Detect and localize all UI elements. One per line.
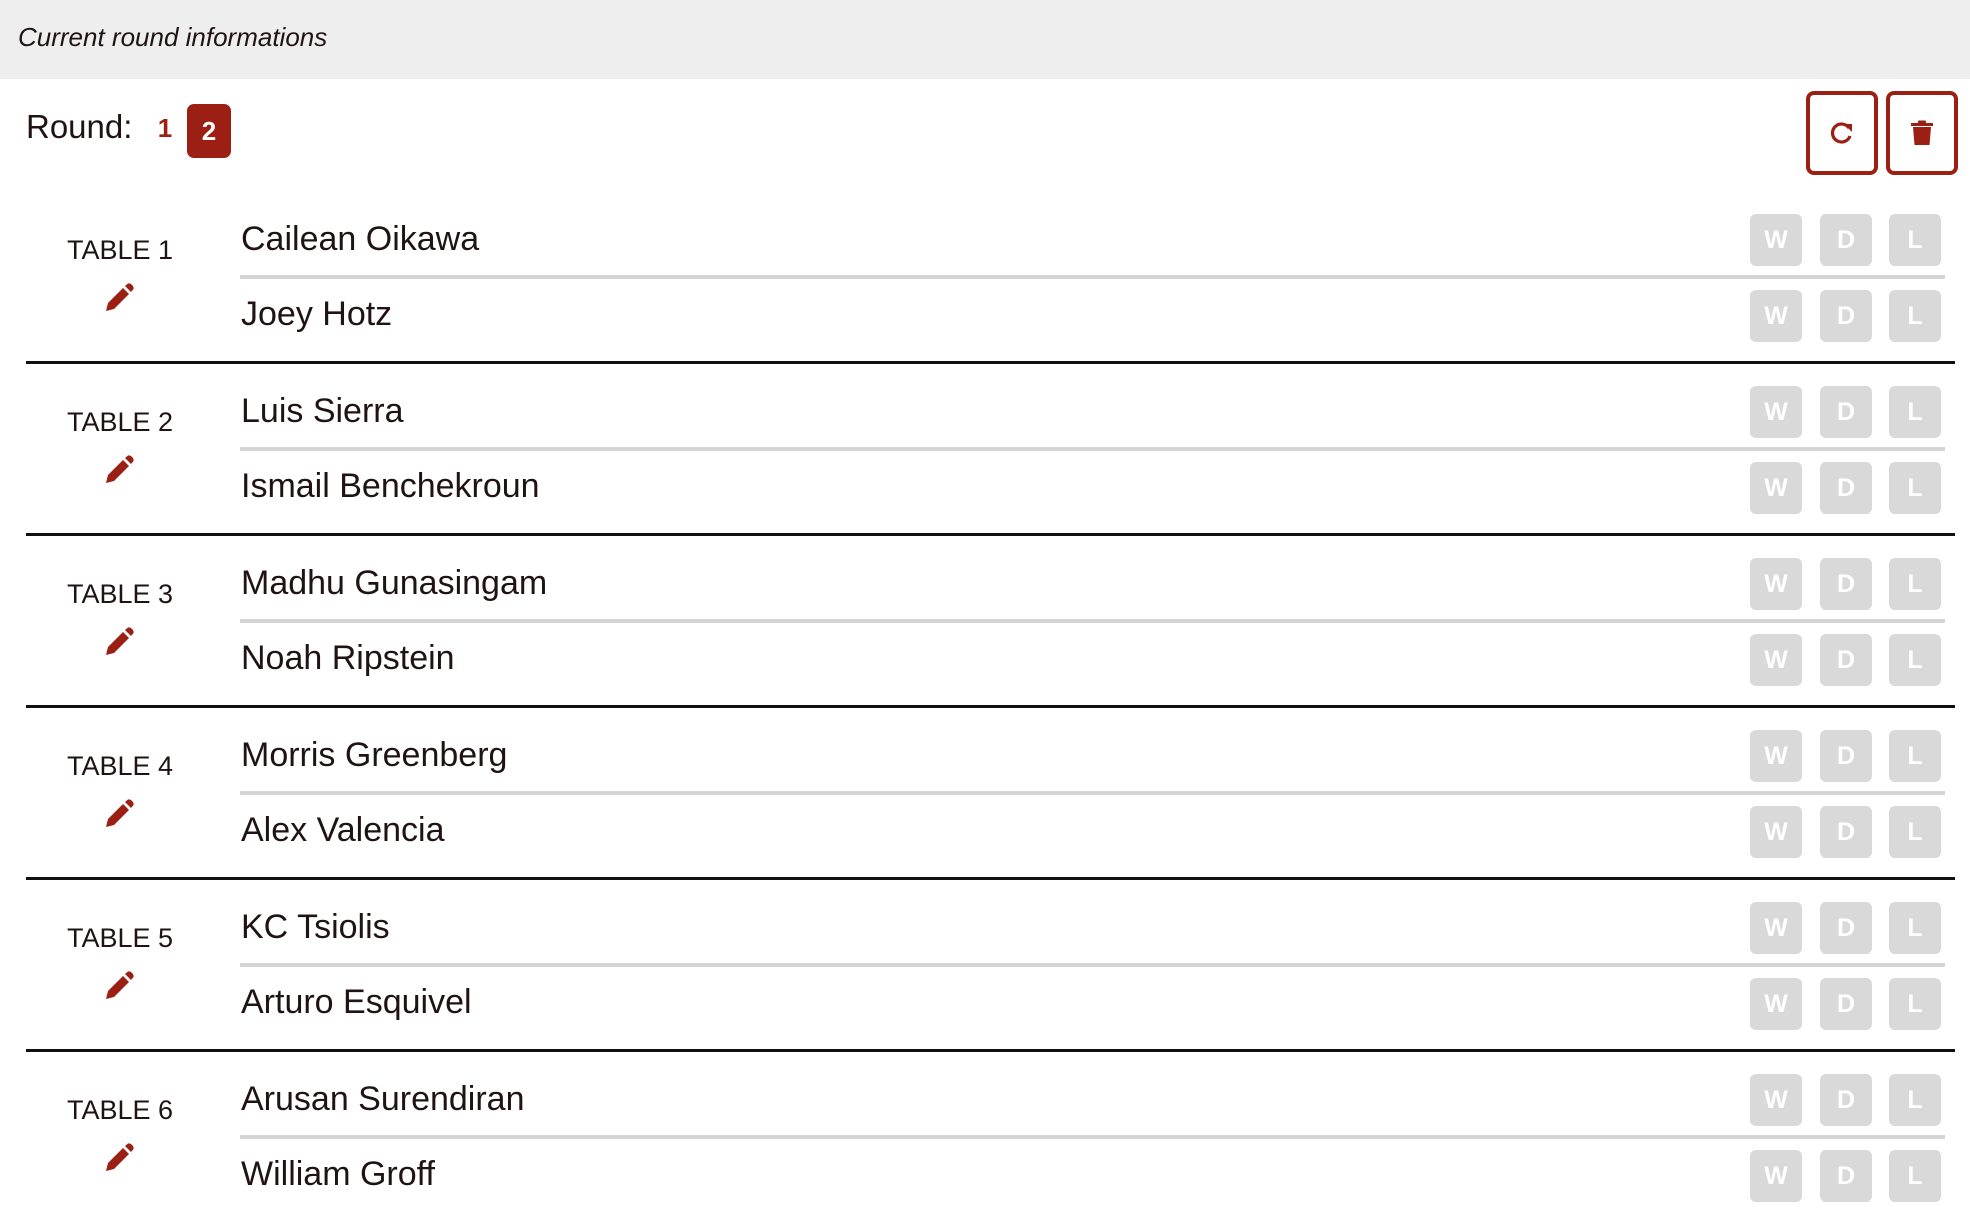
win-button[interactable]: W bbox=[1750, 730, 1802, 782]
table-block: TABLE 1 Cailean Oikawa Joey Hotz W D L W D… bbox=[0, 191, 1970, 364]
pencil-edit-icon[interactable] bbox=[104, 1143, 134, 1173]
loss-button[interactable]: L bbox=[1889, 290, 1941, 342]
win-button[interactable]: W bbox=[1750, 214, 1802, 266]
player-separator bbox=[240, 1135, 1945, 1139]
pencil-edit-icon[interactable] bbox=[104, 799, 134, 829]
draw-button[interactable]: D bbox=[1820, 290, 1872, 342]
player-separator bbox=[240, 619, 1945, 623]
table-label: TABLE 1 bbox=[66, 235, 174, 265]
draw-button[interactable]: D bbox=[1820, 214, 1872, 266]
delete-round-button[interactable] bbox=[1886, 91, 1958, 175]
table-divider bbox=[26, 705, 1955, 708]
player-name: Luis Sierra bbox=[241, 392, 404, 430]
section-header: Current round informations bbox=[0, 0, 1970, 79]
player-name: Arusan Surendiran bbox=[241, 1080, 525, 1118]
player-name: William Groff bbox=[241, 1155, 435, 1193]
player-separator bbox=[240, 791, 1945, 795]
player-name: Madhu Gunasingam bbox=[241, 564, 548, 602]
table-block: TABLE 2 Luis Sierra Ismail Benchekroun W … bbox=[0, 363, 1970, 536]
player-separator bbox=[240, 963, 1945, 967]
loss-button[interactable]: L bbox=[1889, 462, 1941, 514]
round-label: Round: bbox=[26, 108, 133, 145]
loss-button[interactable]: L bbox=[1889, 730, 1941, 782]
pencil-edit-icon[interactable] bbox=[104, 283, 134, 313]
table-label: TABLE 3 bbox=[66, 579, 174, 609]
win-button[interactable]: W bbox=[1750, 290, 1802, 342]
loss-button[interactable]: L bbox=[1889, 902, 1941, 954]
win-button[interactable]: W bbox=[1750, 634, 1802, 686]
draw-button[interactable]: D bbox=[1820, 462, 1872, 514]
draw-button[interactable]: D bbox=[1820, 386, 1872, 438]
refresh-button[interactable] bbox=[1806, 91, 1878, 175]
loss-button[interactable]: L bbox=[1889, 1150, 1941, 1202]
refresh-icon bbox=[1830, 122, 1852, 144]
draw-button[interactable]: D bbox=[1820, 634, 1872, 686]
table-block: TABLE 6 Arusan Surendiran William Groff W… bbox=[0, 1051, 1970, 1223]
table-label: TABLE 4 bbox=[66, 751, 174, 781]
loss-button[interactable]: L bbox=[1889, 806, 1941, 858]
draw-button[interactable]: D bbox=[1820, 806, 1872, 858]
table-block: TABLE 4 Morris Greenberg Alex Valencia W … bbox=[0, 707, 1970, 880]
draw-button[interactable]: D bbox=[1820, 902, 1872, 954]
draw-button[interactable]: D bbox=[1820, 1150, 1872, 1202]
win-button[interactable]: W bbox=[1750, 978, 1802, 1030]
win-button[interactable]: W bbox=[1750, 558, 1802, 610]
table-divider bbox=[26, 1049, 1955, 1052]
pencil-edit-icon[interactable] bbox=[104, 455, 134, 485]
table-label: TABLE 5 bbox=[66, 923, 174, 953]
player-name: Joey Hotz bbox=[241, 295, 393, 333]
table-block: TABLE 3 Madhu Gunasingam Noah Ripstein W … bbox=[0, 535, 1970, 708]
loss-button[interactable]: L bbox=[1889, 558, 1941, 610]
table-label: TABLE 6 bbox=[66, 1095, 174, 1125]
win-button[interactable]: W bbox=[1750, 806, 1802, 858]
table-label: TABLE 2 bbox=[66, 407, 174, 437]
round-2-active[interactable]: 2 bbox=[187, 104, 231, 158]
player-name: KC Tsiolis bbox=[241, 908, 390, 946]
pencil-edit-icon[interactable] bbox=[104, 627, 134, 657]
win-button[interactable]: W bbox=[1750, 1150, 1802, 1202]
player-separator bbox=[240, 447, 1945, 451]
draw-button[interactable]: D bbox=[1820, 978, 1872, 1030]
round-1-link[interactable]: 1 bbox=[157, 113, 173, 143]
player-name: Ismail Benchekroun bbox=[241, 467, 540, 505]
table-block: TABLE 5 KC Tsiolis Arturo Esquivel W D L W… bbox=[0, 879, 1970, 1052]
win-button[interactable]: W bbox=[1750, 462, 1802, 514]
player-separator bbox=[240, 275, 1945, 279]
win-button[interactable]: W bbox=[1750, 1074, 1802, 1126]
trash-icon bbox=[1911, 120, 1933, 145]
loss-button[interactable]: L bbox=[1889, 386, 1941, 438]
player-name: Arturo Esquivel bbox=[241, 983, 472, 1021]
loss-button[interactable]: L bbox=[1889, 214, 1941, 266]
win-button[interactable]: W bbox=[1750, 386, 1802, 438]
section-title: Current round informations bbox=[18, 22, 328, 52]
draw-button[interactable]: D bbox=[1820, 558, 1872, 610]
pencil-edit-icon[interactable] bbox=[104, 971, 134, 1001]
player-name: Alex Valencia bbox=[241, 811, 445, 849]
draw-button[interactable]: D bbox=[1820, 730, 1872, 782]
table-divider bbox=[26, 361, 1955, 364]
loss-button[interactable]: L bbox=[1889, 634, 1941, 686]
player-name: Cailean Oikawa bbox=[241, 220, 480, 258]
win-button[interactable]: W bbox=[1750, 902, 1802, 954]
draw-button[interactable]: D bbox=[1820, 1074, 1872, 1126]
table-divider bbox=[26, 533, 1955, 536]
loss-button[interactable]: L bbox=[1889, 978, 1941, 1030]
player-name: Morris Greenberg bbox=[241, 736, 508, 774]
loss-button[interactable]: L bbox=[1889, 1074, 1941, 1126]
player-name: Noah Ripstein bbox=[241, 639, 455, 677]
table-divider bbox=[26, 877, 1955, 880]
